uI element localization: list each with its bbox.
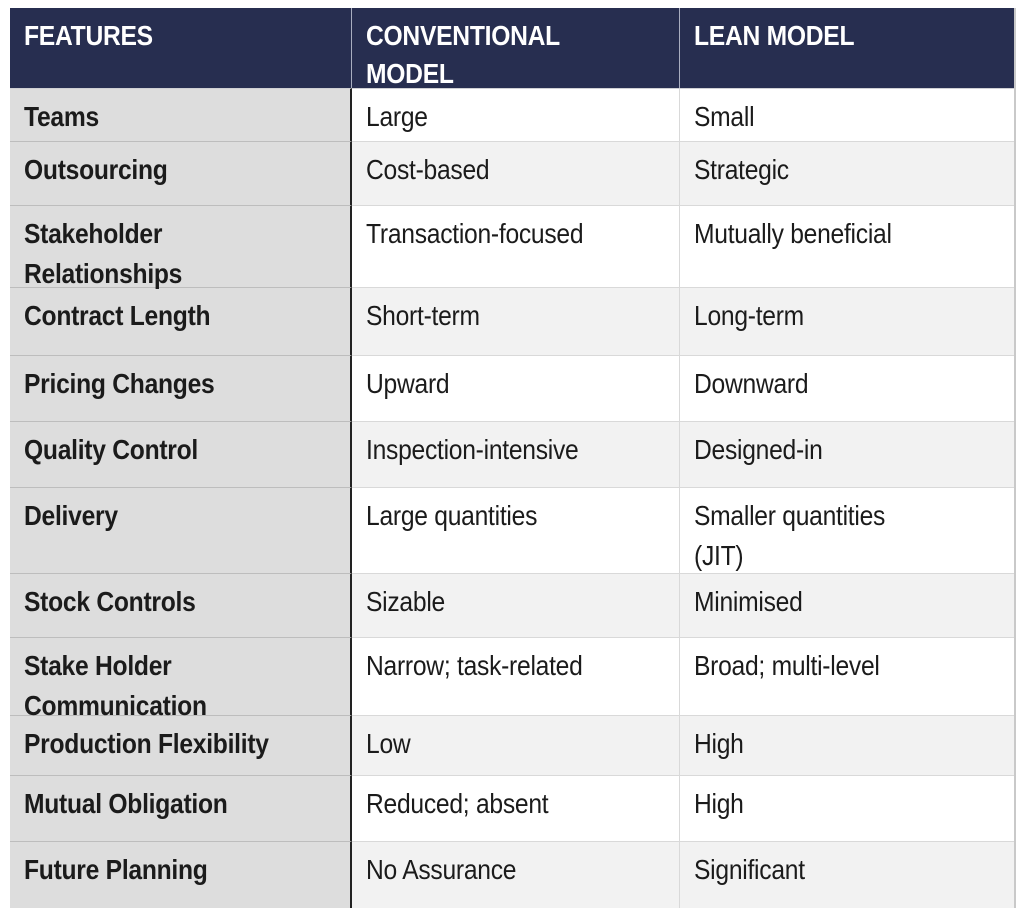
lean-model-cell: Minimised [680,573,1014,637]
cell-text: Narrow; task-related [366,650,583,681]
feature-cell: Pricing Changes [10,355,352,421]
cell-text: Delivery [24,500,118,531]
feature-cell: Stake Holder Communication [10,637,352,721]
lean-model-cell: Small [680,88,1014,141]
conventional-model-cell: Sizable [352,573,680,637]
feature-cell: Production Flexibility [10,715,352,775]
feature-cell: Teams [10,88,352,141]
cell-text: Downward [694,368,809,399]
cell-text: High [694,728,744,759]
table-row: Production Flexibility Low High [10,715,1014,775]
lean-model-cell: Significant [680,841,1014,908]
table-row: Outsourcing Cost-based Strategic [10,141,1014,205]
conventional-model-cell: Short-term [352,287,680,355]
cell-text: Sizable [366,586,445,617]
table-header-row: FEATURES CONVENTIONAL MODEL LEAN MODEL [10,8,1014,89]
cell-text: Stock Controls [24,586,196,617]
comparison-table: FEATURES CONVENTIONAL MODEL LEAN MODEL T… [10,8,1016,908]
conventional-model-cell: Upward [352,355,680,421]
conventional-model-cell: No Assurance [352,841,680,908]
cell-text: Strategic [694,154,789,185]
conventional-model-cell: Inspection-intensive [352,421,680,487]
conventional-model-cell: Large [352,88,680,141]
table-row: Stake Holder Communication Narrow; task-r… [10,637,1014,721]
feature-cell: Stock Controls [10,573,352,637]
cell-text: Smaller quantities (JIT) [694,500,886,571]
table-row: Future Planning No Assurance Significant [10,841,1014,908]
cell-text: Outsourcing [24,154,168,185]
lean-model-cell: Smaller quantities (JIT) [680,487,1014,573]
cell-text: Significant [694,854,805,885]
feature-cell: Delivery [10,487,352,573]
table-row: Stock Controls Sizable Minimised [10,573,1014,637]
column-header-label: FEATURES [24,20,153,51]
cell-text: No Assurance [366,854,517,885]
cell-text: Large quantities [366,500,538,531]
cell-text: Mutually beneficial [694,218,892,249]
cell-text: Designed-in [694,434,823,465]
cell-text: Stake Holder Communication [24,650,207,721]
cell-text: Broad; multi-level [694,650,880,681]
cell-text: Long-term [694,300,804,331]
column-header-features: FEATURES [10,8,352,88]
cell-text: Mutual Obligation [24,788,228,819]
cell-text: Pricing Changes [24,368,215,399]
lean-model-cell: Long-term [680,287,1014,355]
cell-text: Small [694,101,755,132]
table-row: Pricing Changes Upward Downward [10,355,1014,421]
feature-cell: Mutual Obligation [10,775,352,841]
cell-text: Low [366,728,411,759]
column-header-lean-model: LEAN MODEL [680,8,1014,88]
feature-cell: Contract Length [10,287,352,355]
cell-text: Short-term [366,300,480,331]
column-header-label: LEAN MODEL [694,20,855,51]
cell-text: Production Flexibility [24,728,269,759]
cell-text: Reduced; absent [366,788,549,819]
feature-cell: Quality Control [10,421,352,487]
cell-text: Transaction-focused [366,218,584,249]
column-header-conventional-model: CONVENTIONAL MODEL [352,8,680,89]
cell-text: High [694,788,744,819]
conventional-model-cell: Low [352,715,680,775]
lean-model-cell: Strategic [680,141,1014,205]
conventional-model-cell: Reduced; absent [352,775,680,841]
cell-text: Cost-based [366,154,490,185]
feature-cell: Stakeholder Relationships [10,205,352,289]
lean-model-cell: Downward [680,355,1014,421]
feature-cell: Outsourcing [10,141,352,205]
lean-model-cell: Broad; multi-level [680,637,1014,715]
cell-text: Teams [24,101,99,132]
lean-model-cell: High [680,775,1014,841]
cell-text: Stakeholder Relationships [24,218,183,289]
table-row: Contract Length Short-term Long-term [10,287,1014,355]
cell-text: Upward [366,368,450,399]
table-row: Mutual Obligation Reduced; absent High [10,775,1014,841]
conventional-model-cell: Narrow; task-related [352,637,680,715]
column-header-label: CONVENTIONAL MODEL [366,20,560,89]
cell-text: Minimised [694,586,803,617]
cell-text: Future Planning [24,854,208,885]
conventional-model-cell: Cost-based [352,141,680,205]
lean-model-cell: Mutually beneficial [680,205,1014,287]
table-row: Quality Control Inspection-intensive Desig… [10,421,1014,487]
table-body: Teams Large Small Outsourcing Cost-based Stra… [10,88,1014,908]
table-row: Stakeholder Relationships Transaction-foc… [10,205,1014,289]
feature-cell: Future Planning [10,841,352,908]
table-row: Delivery Large quantities Smaller quantiti… [10,487,1014,573]
cell-text: Inspection-intensive [366,434,579,465]
cell-text: Contract Length [24,300,211,331]
cell-text: Quality Control [24,434,199,465]
table-row: Teams Large Small [10,88,1014,141]
cell-text: Large [366,101,428,132]
lean-model-cell: High [680,715,1014,775]
conventional-model-cell: Transaction-focused [352,205,680,287]
lean-model-cell: Designed-in [680,421,1014,487]
conventional-model-cell: Large quantities [352,487,680,573]
